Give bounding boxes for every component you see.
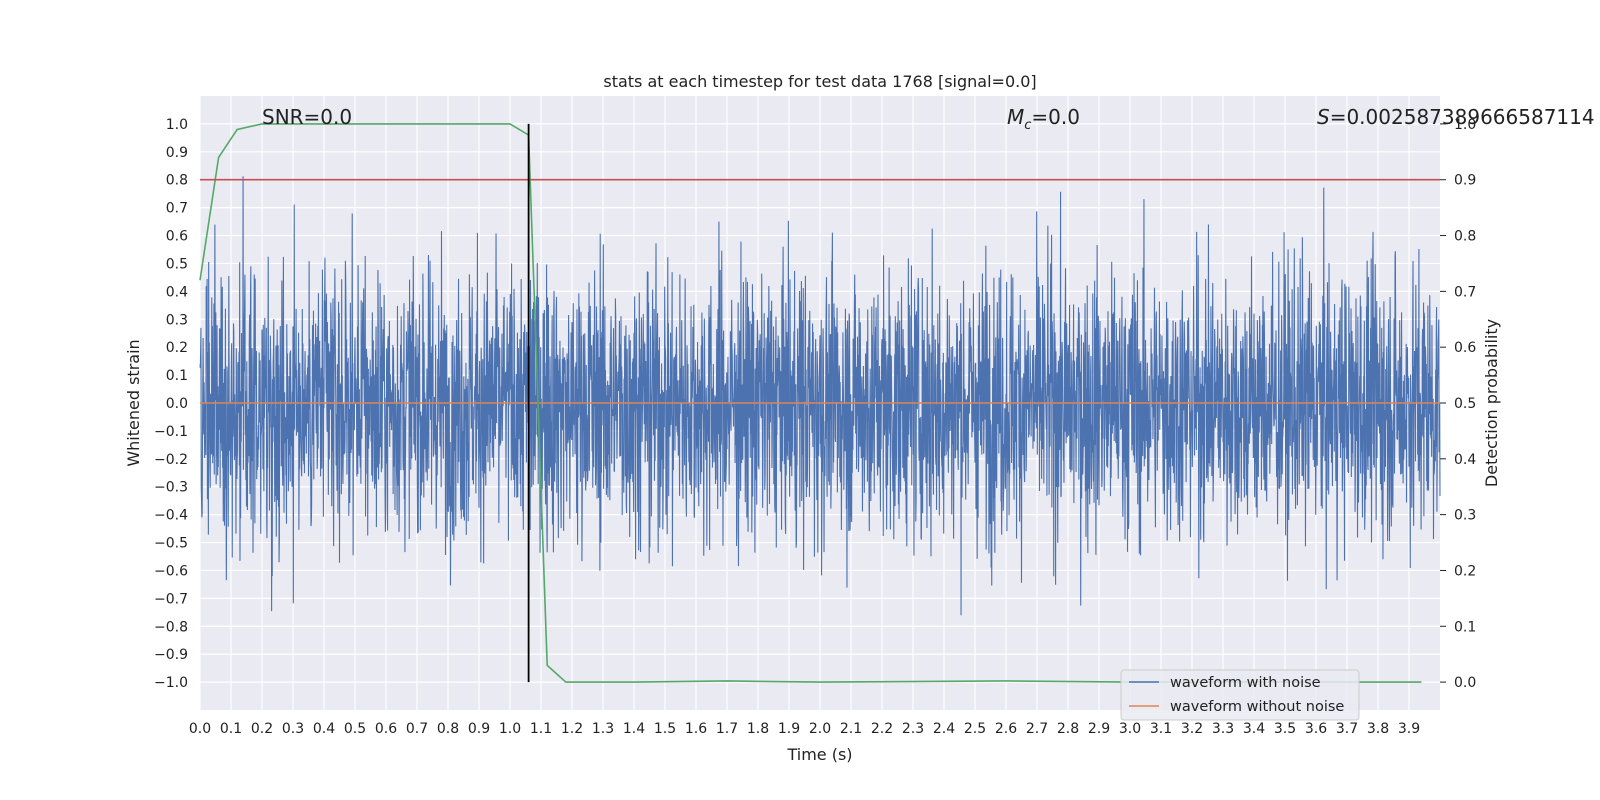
legend-label-noise: waveform with noise (1170, 675, 1321, 691)
y2-tick-label: 0.1 (1454, 619, 1476, 635)
x-tick-label: 2.4 (933, 721, 955, 737)
y-axis-ticks: 1.0 0.9 0.8 0.7 0.6 0.5 0.4 0.3 0.2 0.1 0.0 −0.1 −0.… (154, 117, 188, 691)
x-axis-ticks: 0.0 0.1 0.2 0.3 0.4 0.5 0.6 0.7 0.8 0.9 1.0 1.1 1.2 1… (189, 721, 1420, 737)
x-tick-label: 3.9 (1398, 721, 1420, 737)
s-annotation: S=0.002587389666587114 (1317, 105, 1595, 129)
x-tick-label: 2.6 (995, 721, 1017, 737)
y-tick-label: −0.2 (154, 452, 188, 468)
noisy-waveform-line (199, 176, 1441, 616)
x-tick-label: 0.8 (437, 721, 459, 737)
y-tick-label: 0.3 (166, 312, 188, 328)
x-tick-label: 0.3 (282, 721, 304, 737)
y-tick-label: 0.8 (166, 173, 188, 189)
x-axis-label: Time (s) (786, 745, 852, 764)
x-tick-label: 1.1 (530, 721, 552, 737)
y-tick-label: 0.4 (166, 284, 188, 300)
x-tick-label: 2.5 (964, 721, 986, 737)
y-tick-label: −0.4 (154, 508, 188, 524)
y-tick-label: 0.0 (166, 396, 188, 412)
noisy-waveform-layer (199, 176, 1441, 616)
y-tick-label: 0.6 (166, 229, 188, 245)
x-tick-label: 1.6 (685, 721, 707, 737)
x-tick-label: 0.5 (344, 721, 366, 737)
x-tick-label: 1.9 (778, 721, 800, 737)
y2-axis-ticks: 1.0 0.9 0.8 0.7 0.6 0.5 0.4 0.3 0.2 0.1 0.0 (1440, 117, 1476, 691)
y-tick-label: −0.7 (154, 591, 188, 607)
x-tick-label: 2.9 (1088, 721, 1110, 737)
x-tick-label: 3.4 (1243, 721, 1265, 737)
y-tick-label: 0.5 (166, 256, 188, 272)
x-tick-label: 1.8 (747, 721, 769, 737)
y-tick-label: 0.7 (166, 201, 188, 217)
y-tick-label: −0.9 (154, 647, 188, 663)
y2-tick-label: 0.6 (1454, 340, 1476, 356)
y-tick-label: −0.3 (154, 480, 188, 496)
x-tick-label: 2.1 (840, 721, 862, 737)
legend-label-clean: waveform without noise (1170, 699, 1344, 715)
y2-axis-label: Detection probability (1482, 319, 1501, 487)
x-tick-label: 0.0 (189, 721, 211, 737)
x-tick-label: 3.7 (1336, 721, 1358, 737)
x-tick-label: 2.7 (1026, 721, 1048, 737)
y-tick-label: 1.0 (166, 117, 188, 133)
y2-tick-label: 0.7 (1454, 284, 1476, 300)
x-tick-label: 3.8 (1367, 721, 1389, 737)
x-tick-label: 3.1 (1150, 721, 1172, 737)
x-tick-label: 2.0 (809, 721, 831, 737)
x-tick-label: 3.5 (1274, 721, 1296, 737)
y2-tick-label: 0.8 (1454, 229, 1476, 245)
x-tick-label: 3.6 (1305, 721, 1327, 737)
y-tick-label: −0.8 (154, 619, 188, 635)
x-tick-label: 0.6 (375, 721, 397, 737)
y2-tick-label: 0.4 (1454, 452, 1476, 468)
x-tick-label: 1.7 (716, 721, 738, 737)
x-tick-label: 0.2 (251, 721, 273, 737)
x-tick-label: 2.3 (902, 721, 924, 737)
y2-tick-label: 1.0 (1454, 117, 1476, 133)
x-tick-label: 2.2 (871, 721, 893, 737)
x-tick-label: 0.7 (406, 721, 428, 737)
x-tick-label: 3.0 (1119, 721, 1141, 737)
y-tick-label: 0.1 (166, 368, 188, 384)
y-axis-label: Whitened strain (124, 339, 143, 466)
x-tick-label: 1.5 (654, 721, 676, 737)
y2-tick-label: 0.5 (1454, 396, 1476, 412)
x-tick-label: 1.2 (561, 721, 583, 737)
x-tick-label: 0.1 (220, 721, 242, 737)
y-tick-label: −0.1 (154, 424, 188, 440)
x-tick-label: 0.9 (468, 721, 490, 737)
x-tick-label: 2.8 (1057, 721, 1079, 737)
x-tick-label: 3.2 (1181, 721, 1203, 737)
y-tick-label: −0.5 (154, 536, 188, 552)
x-tick-label: 1.0 (499, 721, 521, 737)
snr-annotation: SNR=0.0 (262, 105, 352, 129)
lines-layer (199, 123, 1440, 683)
y-tick-label: 0.9 (166, 145, 188, 161)
x-tick-label: 1.3 (592, 721, 614, 737)
y-tick-label: −0.6 (154, 563, 188, 579)
legend: waveform with noise waveform without noi… (1120, 669, 1360, 721)
y2-tick-label: 0.0 (1454, 675, 1476, 691)
y2-tick-label: 0.3 (1454, 508, 1476, 524)
mc-annotation: Mc=0.0 (1007, 105, 1080, 133)
y2-tick-label: 0.9 (1454, 173, 1476, 189)
x-tick-label: 3.3 (1212, 721, 1234, 737)
x-tick-label: 1.4 (623, 721, 645, 737)
y2-tick-label: 0.2 (1454, 563, 1476, 579)
y-tick-label: 0.2 (166, 340, 188, 356)
y-tick-label: −1.0 (154, 675, 188, 691)
legend-box (1120, 669, 1360, 721)
chart-title: stats at each timestep for test data 176… (603, 72, 1036, 91)
x-tick-label: 0.4 (313, 721, 335, 737)
